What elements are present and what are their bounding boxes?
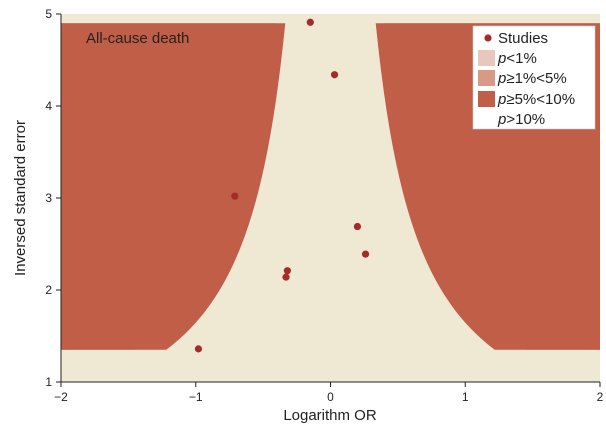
y-tick-label: 4 <box>45 99 52 113</box>
study-point <box>330 71 339 79</box>
x-tick-label: 0 <box>327 390 334 404</box>
contour-regions <box>61 23 600 350</box>
legend-swatch-p-5-10 <box>478 91 495 107</box>
study-point <box>194 345 203 353</box>
legend-label-studies: Studies <box>498 30 548 47</box>
study-point <box>283 267 291 275</box>
x-axis-ticks: −2 −1 0 1 2 <box>54 382 604 404</box>
legend: Studies p<1% p≥1%<5% p≥5%<10% p>10% <box>472 25 596 130</box>
x-tick-label: −1 <box>189 390 203 404</box>
y-tick-label: 1 <box>45 375 52 389</box>
study-points <box>194 18 370 353</box>
legend-label-p-gt-10: p>10% <box>497 111 545 128</box>
legend-label-p-lt-1: p<1% <box>497 50 537 67</box>
chart-annotation: All-cause death <box>86 30 189 47</box>
legend-label-p-1-5: p≥1%<5% <box>497 70 567 87</box>
axes: −2 −1 0 1 2 1 2 3 4 5 <box>45 7 603 404</box>
x-tick-label: 1 <box>462 390 469 404</box>
study-point <box>306 18 314 26</box>
study-point <box>361 250 370 258</box>
y-axis-label: Inversed standard error <box>12 120 29 276</box>
contour-region-p-5-10-left <box>61 23 286 350</box>
legend-swatch-p-1-5 <box>478 70 495 86</box>
study-point <box>231 192 239 200</box>
legend-marker-studies <box>484 34 492 42</box>
y-tick-label: 3 <box>45 191 52 205</box>
study-point <box>353 222 362 231</box>
y-tick-label: 2 <box>45 283 52 297</box>
legend-swatch-p-lt-1 <box>478 50 495 66</box>
y-tick-label: 5 <box>45 7 52 21</box>
study-point <box>282 273 290 281</box>
x-axis-label: Logarithm OR <box>283 407 377 424</box>
y-axis-ticks: 1 2 3 4 5 <box>45 7 61 389</box>
x-tick-label: −2 <box>54 390 68 404</box>
legend-label-p-5-10: p≥5%<10% <box>497 91 575 108</box>
x-tick-label: 2 <box>597 390 604 404</box>
